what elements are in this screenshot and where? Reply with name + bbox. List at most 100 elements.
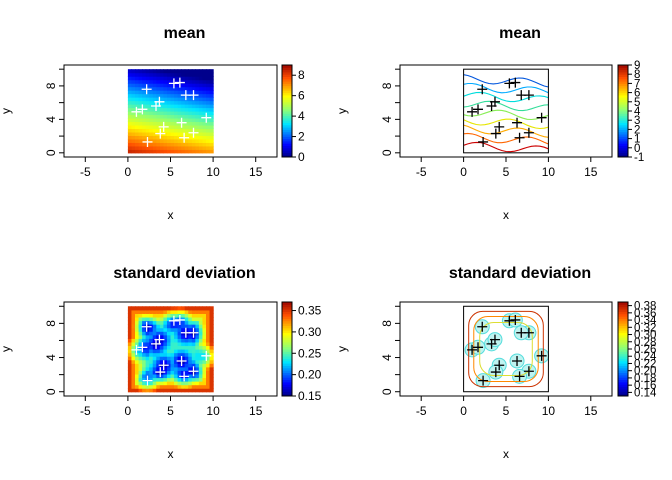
colorbar-swatch (282, 65, 292, 68)
heatmap-cell (181, 309, 186, 314)
heatmap-cell (177, 352, 182, 357)
heatmap-cell (142, 83, 147, 88)
colorbar-swatch (282, 334, 292, 338)
heatmap-cell (174, 117, 179, 123)
heatmap-cell (202, 128, 207, 133)
heatmap-cell (131, 388, 136, 393)
colorbar-swatch (618, 391, 628, 395)
heatmap-cell (159, 79, 164, 84)
colorbar-swatch (282, 122, 292, 126)
heatmap-cell (152, 76, 157, 81)
heatmap-cell (135, 128, 140, 133)
colorbar-swatch (282, 97, 292, 100)
heatmap-cell (127, 341, 133, 347)
colorbar-swatch (282, 309, 292, 312)
heatmap-cell (209, 384, 214, 389)
heatmap-cell (152, 90, 157, 95)
heatmap-cell (135, 306, 140, 311)
heatmap-cell (174, 149, 179, 154)
contour-line (463, 100, 549, 112)
heatmap-cell (135, 313, 140, 318)
colorbar-swatch (282, 136, 292, 140)
heatmap-cell (202, 145, 207, 150)
heatmap-cell (198, 111, 204, 116)
heatmap-cell (170, 356, 175, 361)
colorbar-swatch (618, 71, 628, 75)
heatmap-cell (202, 331, 207, 336)
heatmap-cell (188, 97, 193, 102)
heatmap-cell (184, 338, 189, 343)
heatmap-cell (149, 76, 154, 81)
heatmap-cell (188, 79, 193, 84)
heatmap-cell (202, 86, 207, 91)
heatmap-cell (198, 352, 204, 357)
heatmap-cell (170, 352, 175, 357)
colorbar-tick-label: 0.20 (634, 366, 656, 378)
heatmap-cell (191, 313, 196, 318)
heatmap-cell (195, 349, 200, 354)
heatmap-cell (163, 131, 168, 136)
heatmap-cell (145, 363, 150, 368)
heatmap-cell (170, 363, 175, 368)
data-point (504, 315, 515, 326)
heatmap-cell (131, 83, 136, 88)
heatmap-cell (127, 114, 133, 119)
colorbar-tick-label: 0.22 (634, 358, 656, 370)
heatmap-cell (152, 384, 157, 389)
heatmap-cell (138, 370, 143, 375)
heatmap-cell (138, 324, 143, 329)
heatmap-cell (188, 359, 193, 364)
heatmap-cell (142, 104, 147, 109)
heatmap-cell (195, 69, 200, 74)
heatmap-cell (198, 104, 204, 109)
heatmap-cell (209, 341, 214, 347)
heatmap-cell (170, 316, 175, 322)
heatmap-cell (163, 142, 168, 147)
heatmap-cell (181, 352, 186, 357)
heatmap-cell (202, 309, 207, 314)
colorbar-tick-label: 0.35 (298, 304, 322, 318)
heatmap-cell (191, 377, 196, 382)
colorbar-swatch (618, 154, 628, 158)
heatmap-cell (206, 79, 211, 84)
heatmap-cell (159, 352, 164, 357)
colorbar-swatch (282, 358, 292, 362)
heatmap-cell (198, 79, 204, 84)
heatmap-cell (181, 76, 186, 81)
heatmap-cell (142, 341, 147, 347)
heatmap-cell (135, 76, 140, 81)
heatmap-cell (127, 76, 133, 81)
heatmap-cell (184, 313, 189, 318)
colorbar-swatch (282, 320, 292, 324)
heatmap-cell (159, 345, 164, 350)
heatmap-cell (177, 331, 182, 336)
heatmap-cell (156, 384, 161, 389)
heatmap-cell (142, 370, 147, 375)
data-point (137, 104, 148, 115)
colorbar-tick-label: -1 (634, 152, 644, 164)
heatmap-cell (135, 388, 140, 393)
heatmap-cell (152, 349, 157, 354)
heatmap-cell (177, 149, 182, 154)
heatmap-cell (188, 345, 193, 350)
heatmap-cell (195, 313, 200, 318)
heatmap-cell (135, 111, 140, 116)
data-point (536, 350, 547, 361)
heatmap-cell (156, 117, 161, 123)
heatmap-cell (177, 124, 182, 130)
heatmap-cell (138, 349, 143, 354)
y-axis-label: y (0, 346, 13, 352)
heatmap-cell (163, 320, 168, 325)
contour-line (463, 82, 549, 94)
heatmap-cell (127, 97, 133, 102)
heatmap-cell (142, 356, 147, 361)
heatmap-cell (198, 86, 204, 91)
colorbar-swatch (618, 327, 628, 331)
heatmap-cell (138, 309, 143, 314)
colorbar-swatch (282, 372, 292, 376)
heatmap-cell (166, 352, 172, 357)
heatmap-cell (131, 345, 136, 350)
heatmap-cell (138, 97, 143, 102)
heatmap-cell (170, 327, 175, 332)
heatmap-cell (184, 306, 189, 311)
